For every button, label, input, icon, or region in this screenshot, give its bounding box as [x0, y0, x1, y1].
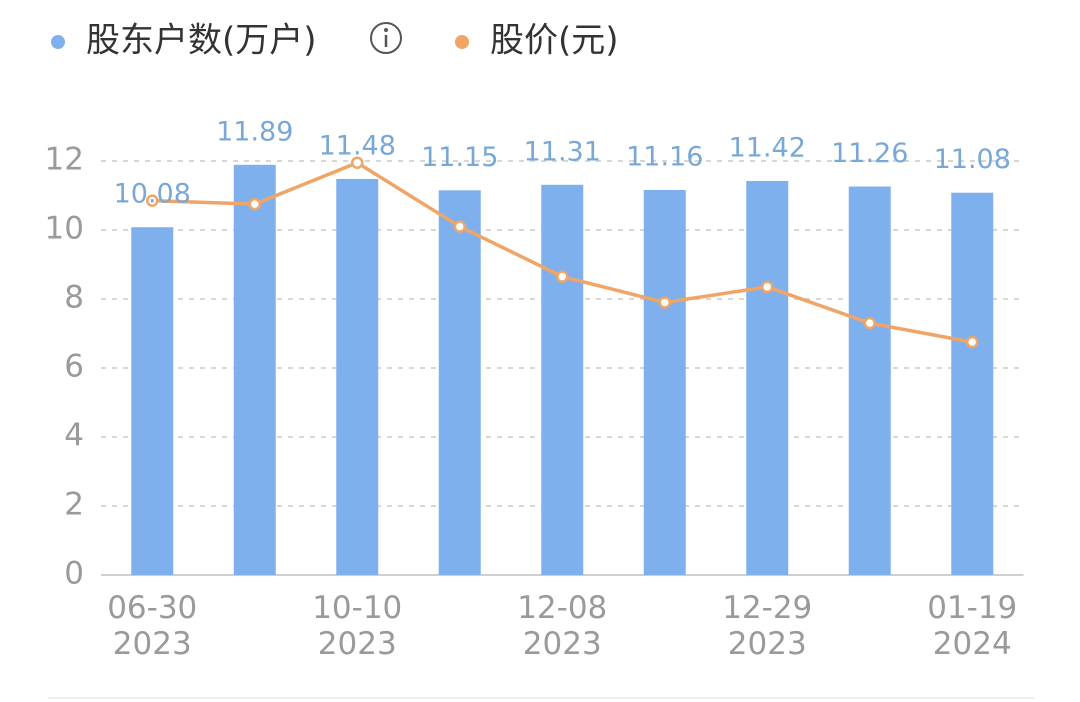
bar — [951, 192, 994, 576]
x-tick-label: 06-30 2023 — [107, 590, 198, 662]
data-label: 11.89 — [216, 116, 293, 147]
y-tick-label: 0 — [64, 556, 84, 592]
data-label: 10.08 — [114, 179, 191, 210]
line-point — [556, 270, 569, 283]
legend-label: 股东户数(万户) — [86, 21, 317, 61]
legend-label: 股价(元) — [490, 21, 619, 61]
line-point — [453, 220, 466, 233]
y-tick-label: 6 — [64, 349, 84, 385]
x-tick-label: 12-08 2023 — [517, 590, 608, 662]
y-tick-label: 2 — [64, 487, 84, 523]
bar — [541, 184, 584, 575]
y-tick-label: 4 — [64, 418, 84, 454]
line-point — [146, 194, 159, 207]
y-tick-label: 8 — [64, 280, 84, 316]
legend-marker — [51, 35, 65, 49]
y-tick-label: 10 — [45, 211, 84, 247]
bar — [131, 227, 174, 576]
bar — [746, 181, 789, 575]
data-label: 11.08 — [934, 144, 1011, 175]
data-label: 11.48 — [319, 130, 396, 161]
data-label: 11.31 — [524, 136, 601, 167]
x-tick-label: 01-19 2024 — [927, 590, 1018, 662]
line-point — [351, 156, 364, 169]
bar — [438, 190, 481, 575]
line-point — [248, 197, 261, 211]
data-label: 11.42 — [729, 133, 806, 164]
x-tick-label: 12-29 2023 — [722, 590, 813, 662]
y-tick-label: 12 — [45, 142, 84, 178]
line-point — [966, 335, 979, 349]
line-point — [658, 296, 671, 309]
data-label: 11.16 — [626, 141, 703, 172]
bar — [233, 164, 276, 576]
bar — [336, 178, 379, 575]
info-icon[interactable] — [370, 22, 402, 54]
bar — [848, 186, 891, 575]
bar — [643, 189, 686, 576]
line-point — [761, 280, 774, 294]
data-label: 11.15 — [421, 142, 498, 173]
legend-marker — [455, 35, 469, 49]
line-point — [863, 316, 876, 330]
data-label: 11.26 — [831, 138, 908, 169]
x-tick-label: 10-10 2023 — [312, 590, 403, 662]
